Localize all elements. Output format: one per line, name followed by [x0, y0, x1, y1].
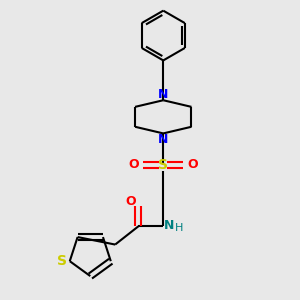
- Text: O: O: [128, 158, 139, 171]
- Text: N: N: [164, 219, 174, 232]
- Text: H: H: [175, 223, 183, 233]
- Text: S: S: [158, 158, 168, 172]
- Text: O: O: [188, 158, 198, 171]
- Text: S: S: [58, 254, 68, 268]
- Text: N: N: [158, 88, 169, 101]
- Text: O: O: [126, 195, 136, 208]
- Text: N: N: [158, 133, 169, 146]
